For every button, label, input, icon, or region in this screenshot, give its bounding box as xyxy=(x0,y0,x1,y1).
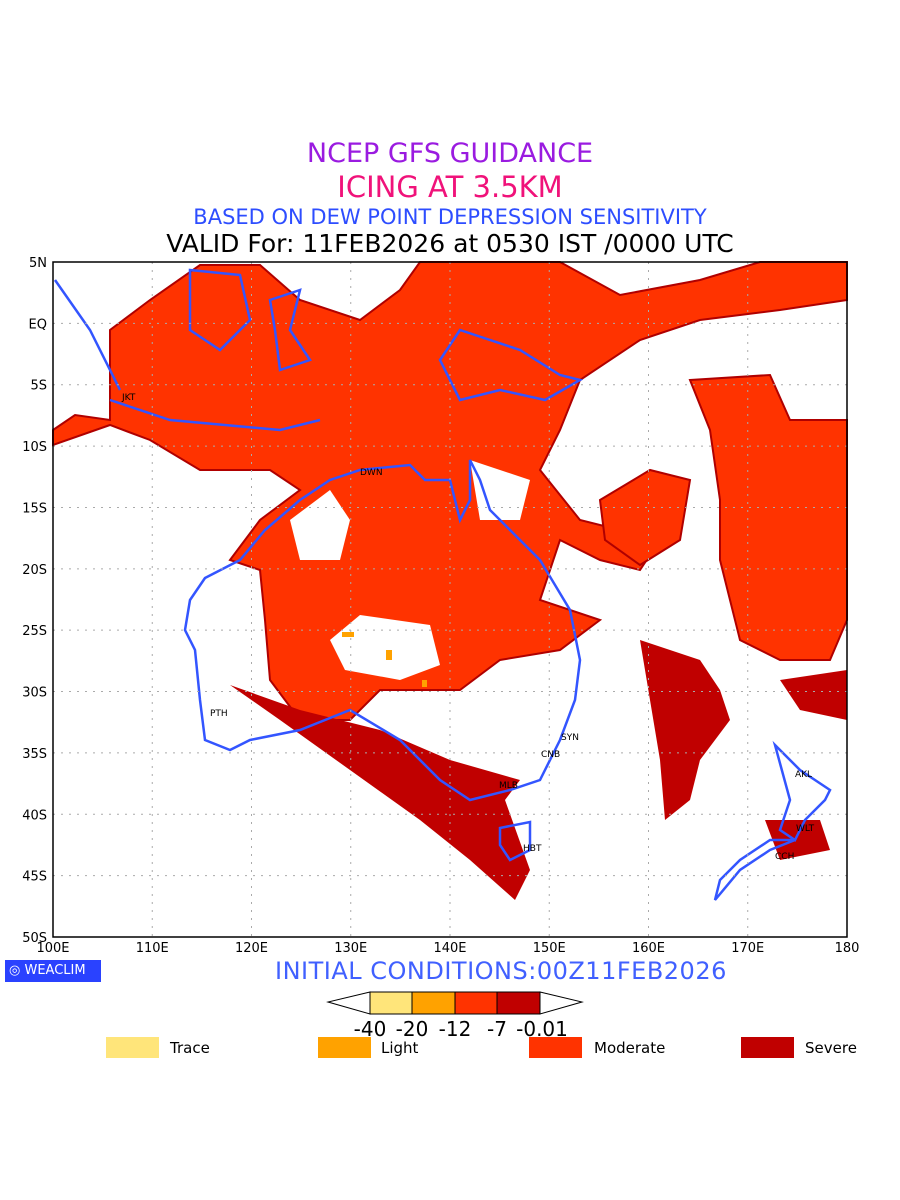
icing-map: 5N EQ 5S 10S 15S 20S 25S 30S 35S 40S 45S 50S 100E 11… xyxy=(22,256,859,956)
colorbar-swatch-severe xyxy=(496,991,541,1015)
colorbar-tick: -0.01 xyxy=(516,1017,568,1040)
legend-swatch-light xyxy=(318,1037,371,1058)
coastline-sulawesi xyxy=(268,288,312,372)
lon-label: 100E xyxy=(36,941,69,956)
initial-conditions: INITIAL CONDITIONS:00Z11FEB2026 xyxy=(275,957,727,985)
colorbar: -40 -20 -12 -7 -0.01 xyxy=(326,991,584,1040)
light-area xyxy=(342,632,354,637)
legend-swatch-trace xyxy=(106,1037,159,1058)
lon-label: 180 xyxy=(835,941,860,956)
station-label-akl: AKL xyxy=(795,770,812,780)
legend-label-moderate: Moderate xyxy=(594,1039,666,1057)
logo-text: WEACLIM xyxy=(24,963,86,978)
coastline-new-guinea xyxy=(438,328,584,402)
moderate-area-southwest-pacific xyxy=(688,373,848,661)
lon-label: 160E xyxy=(632,941,665,956)
colorbar-tick: -7 xyxy=(487,1017,507,1040)
weaclim-logo: ◎ WEACLIM xyxy=(5,960,101,982)
lon-label: 150E xyxy=(533,941,566,956)
colorbar-tick: -20 xyxy=(396,1017,429,1040)
lat-label: 10S xyxy=(22,440,47,455)
station-label-syn: SYN xyxy=(561,733,579,743)
coastline-borneo xyxy=(188,268,252,352)
title-product: ICING AT 3.5KM xyxy=(337,170,563,204)
lat-label: 20S xyxy=(22,563,47,578)
station-label-cch: CCH xyxy=(775,852,794,862)
coastline-java xyxy=(109,398,321,432)
colorbar-tick: -40 xyxy=(354,1017,387,1040)
clear-area-northwest xyxy=(290,490,350,560)
title-method: BASED ON DEW POINT DEPRESSION SENSITIVIT… xyxy=(193,205,707,229)
colorbar-right-arrow xyxy=(539,991,584,1015)
coastline-australia xyxy=(183,459,582,802)
station-label-dwn: DWN xyxy=(360,468,383,478)
lon-label: 170E xyxy=(731,941,764,956)
graticule xyxy=(53,262,847,937)
lat-label: 45S xyxy=(22,870,47,885)
coastline-new-zealand-north xyxy=(772,740,832,842)
clear-area-central-australia xyxy=(330,615,440,680)
station-label-pth: PTH xyxy=(210,709,228,719)
longitude-labels: 100E 110E 120E 130E 140E 150E 160E 170E 180 xyxy=(36,941,859,956)
clear-areas xyxy=(290,460,530,680)
clear-area-queensland xyxy=(470,460,530,520)
moderate-area-coral-sea xyxy=(598,468,692,567)
coastlines xyxy=(53,268,832,901)
colorbar-left-arrow xyxy=(326,991,371,1015)
lon-label: 120E xyxy=(235,941,268,956)
station-label-cnb: CNB xyxy=(541,750,560,760)
station-label-wlt: WLT xyxy=(796,824,815,834)
colorbar-swatch-moderate xyxy=(454,991,498,1015)
lat-label: 35S xyxy=(22,747,47,762)
severe-area-east xyxy=(780,670,847,720)
legend-label-severe: Severe xyxy=(805,1039,857,1057)
lat-label: 25S xyxy=(22,624,47,639)
title-valid-time: VALID For: 11FEB2026 at 0530 IST /0000 U… xyxy=(166,229,734,258)
moderate-icing-areas xyxy=(52,261,848,721)
station-label-jkt: JKT xyxy=(121,393,136,403)
station-label-hbt: HBT xyxy=(523,844,542,854)
map-frame xyxy=(52,261,848,938)
legend-swatch-severe xyxy=(741,1037,794,1058)
colorbar-tick: -12 xyxy=(439,1017,472,1040)
lat-label: 15S xyxy=(22,501,47,516)
lon-label: 110E xyxy=(136,941,169,956)
severe-area-tasman xyxy=(640,640,730,820)
coastline-sumatra xyxy=(53,279,122,391)
lon-label: 130E xyxy=(334,941,367,956)
coastline-new-zealand-south xyxy=(713,838,796,901)
title-guidance: NCEP GFS GUIDANCE xyxy=(306,138,594,169)
light-icing-areas xyxy=(342,632,427,687)
legend-label-light: Light xyxy=(381,1039,419,1057)
lat-label: 5N xyxy=(29,256,47,271)
legend-swatch-moderate xyxy=(529,1037,582,1058)
lat-label: 30S xyxy=(22,686,47,701)
latitude-labels: 5N EQ 5S 10S 15S 20S 25S 30S 35S 40S 45S 50S xyxy=(22,256,47,946)
lat-label: 5S xyxy=(30,379,47,394)
severe-area-southern-ocean xyxy=(230,685,530,900)
lat-label: EQ xyxy=(29,317,47,332)
station-label-mlb: MLB xyxy=(499,781,518,791)
lon-label: 140E xyxy=(433,941,466,956)
light-area xyxy=(422,680,427,687)
colorbar-swatch-trace xyxy=(369,991,413,1015)
light-area xyxy=(386,650,392,660)
lat-label: 50S xyxy=(22,931,47,946)
lat-label: 40S xyxy=(22,808,47,823)
coastline-tasmania xyxy=(498,820,532,862)
legend-label-trace: Trace xyxy=(170,1039,210,1057)
colorbar-swatch-light xyxy=(411,991,456,1015)
